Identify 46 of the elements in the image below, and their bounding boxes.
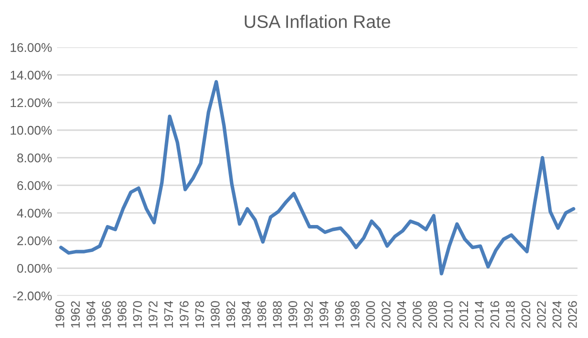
x-tick-label: 1984	[242, 300, 251, 328]
x-tick-label: 1980	[210, 301, 220, 328]
x-tick-label: 1978	[195, 301, 204, 328]
x-tick-label: 2006	[412, 301, 422, 328]
y-tick-label: 6.00%	[17, 181, 52, 190]
x-tick-label: 1994	[319, 300, 328, 328]
x-tick-label: 1998	[350, 301, 360, 328]
x-tick-label: 1960	[55, 301, 64, 328]
x-tick-label: 1990	[288, 301, 298, 328]
y-tick-label: 16.00%	[10, 43, 52, 52]
x-tick-label: 2012	[459, 301, 468, 328]
x-tick-label: 2008	[428, 301, 438, 328]
y-tick-label: 10.00%	[10, 126, 52, 135]
x-tick-label: 2022	[536, 301, 546, 328]
y-tick-label: 0.00%	[17, 264, 52, 273]
x-tick-label: 1968	[118, 301, 126, 328]
x-tick-label: 1964	[86, 300, 96, 328]
x-tick-label: 1986	[257, 301, 266, 328]
x-tick-label: 1992	[304, 301, 313, 328]
x-tick-label: 2026	[568, 301, 577, 328]
x-tick-label: 1974	[164, 300, 174, 328]
x-tick-label: 1962	[70, 301, 80, 328]
x-tick-label: 2014	[474, 300, 484, 328]
x-tick-label: 1972	[148, 301, 158, 328]
y-tick-label: -2.00%	[13, 292, 52, 300]
x-tick-label: 2020	[521, 301, 530, 328]
x-tick-label: 2000	[366, 301, 375, 328]
x-tick-label: 1982	[226, 301, 236, 328]
y-tick-label: 4.00%	[17, 208, 52, 218]
x-tick-label: 1988	[272, 301, 282, 328]
y-tick-label: 2.00%	[17, 236, 52, 246]
chart-title: USA Inflation Rate	[244, 14, 390, 28]
x-tick-label: 1976	[180, 301, 189, 328]
y-tick-label: 12.00%	[10, 98, 52, 108]
x-tick-label: 2024	[552, 300, 562, 328]
x-tick-label: 2018	[506, 301, 515, 328]
x-tick-label: 2004	[397, 300, 406, 328]
x-tick-label: 1996	[335, 301, 344, 328]
x-tick-label: 2002	[382, 301, 390, 328]
x-tick-label: 2010	[444, 301, 453, 328]
x-tick-label: 1970	[133, 301, 142, 328]
x-tick-label: 2016	[490, 301, 500, 328]
line-series	[59, 80, 576, 276]
y-tick-label: 8.00%	[17, 154, 52, 162]
x-tick-label: 1966	[102, 301, 111, 328]
y-tick-label: 14.00%	[10, 70, 52, 80]
